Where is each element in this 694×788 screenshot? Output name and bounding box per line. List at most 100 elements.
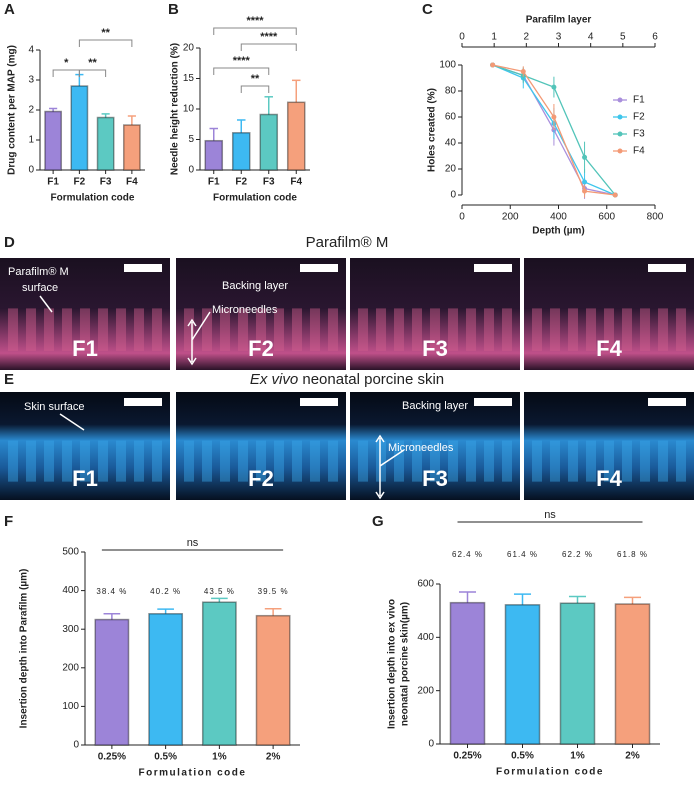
legend-marker [617,148,623,154]
needle-texture [274,440,284,482]
needle-texture [80,308,90,351]
needle-texture [184,308,194,351]
needle-texture [376,440,386,482]
x-tick-label: F3 [100,177,112,188]
needle-texture [484,308,494,351]
oct-image [350,392,520,500]
point [612,192,618,198]
needle-texture [98,440,108,482]
x-tick-label: F3 [263,177,275,188]
bar [44,110,63,171]
y-tick-label: 0 [73,740,79,751]
y-axis-label: Needle height reduction (%) [170,43,181,175]
bar-annotation: 61.8 % [617,550,648,559]
surface-label: surface [22,282,58,294]
x-tick-label: 400 [550,212,567,223]
x-tick-label: 200 [502,212,519,223]
point [582,188,588,194]
needle-texture [256,308,266,351]
bar [122,124,141,171]
bar-annotation: 61.4 % [507,550,538,559]
bar [201,601,237,746]
point [582,154,588,160]
arrow [39,295,53,313]
needle-texture [430,440,440,482]
significance-label: * [64,57,69,69]
needle-texture [44,308,54,351]
panel-label: C [422,1,433,18]
needle-texture [8,440,18,482]
needle-texture [586,308,596,351]
significance-label: ** [101,27,110,39]
bar [559,602,596,745]
y-tick-label: 60 [445,112,457,123]
needle-texture [184,440,194,482]
needle-texture [550,308,560,351]
needle-texture [152,308,162,351]
surface-label: Parafilm® M [8,266,69,278]
top-tick-label: 1 [491,32,497,43]
x-axis-label: Formulation code [51,193,135,204]
needle-texture [256,440,266,482]
needle-texture [310,440,320,482]
needle-texture [220,440,230,482]
legend-marker [617,114,623,120]
y-tick-label: 100 [439,60,456,71]
bar [70,85,89,171]
needle-texture [676,440,686,482]
bar-annotation: 38.4 % [96,587,127,596]
x-tick-label: 0.25% [453,751,481,762]
arrow [187,311,211,366]
needle-texture [448,440,458,482]
needle-texture [80,440,90,482]
bar [255,614,291,746]
needle-label: Microneedles [388,442,454,454]
needle-texture [532,440,542,482]
legend-label: F1 [633,95,645,106]
needle-texture [358,308,368,351]
significance-bracket [52,69,80,77]
panel-label: A [4,1,15,18]
significance-label: ns [544,509,556,521]
y-tick-label: 1 [28,135,34,146]
significance-label: **** [246,15,264,27]
bar [94,618,130,746]
image-label: F2 [248,466,274,491]
panel-label: G [372,513,384,530]
needle-texture [8,308,18,351]
y-tick-label: 100 [62,701,79,712]
needle-texture [622,308,632,351]
oct-image [350,258,520,370]
y-tick-label: 40 [445,138,457,149]
significance-label: **** [233,55,251,67]
x-axis-label: Formulation code [213,193,297,204]
scale-bar [474,264,512,272]
needle-texture [550,440,560,482]
y-tick-label: 400 [417,632,434,643]
needle-texture [502,308,512,351]
significance-bracket [213,27,297,35]
image-label: F1 [72,466,98,491]
needle-texture [466,308,476,351]
y-tick-label: 500 [62,547,79,558]
needle-texture [532,308,542,351]
needle-texture [658,308,668,351]
scale-bar [300,264,338,272]
y-axis-label: Insertion depth into Parafilm (µm) [19,569,30,729]
bar [614,603,651,745]
needle-texture [26,440,36,482]
top-axis-label: Parafilm layer [526,15,592,26]
needle-texture [586,440,596,482]
y-axis-label: Insertion depth into ex vivo [387,599,398,729]
needle-texture [202,308,212,351]
needle-texture [328,440,338,482]
point [551,114,557,120]
x-tick-label: F1 [208,177,220,188]
y-tick-label: 600 [417,579,434,590]
needle-texture [376,308,386,351]
scale-bar [474,398,512,406]
x-axis-label: Formulation code [139,768,247,779]
bar-annotation: 62.4 % [452,550,483,559]
oct-image [0,258,170,370]
image-label: F3 [422,466,448,491]
